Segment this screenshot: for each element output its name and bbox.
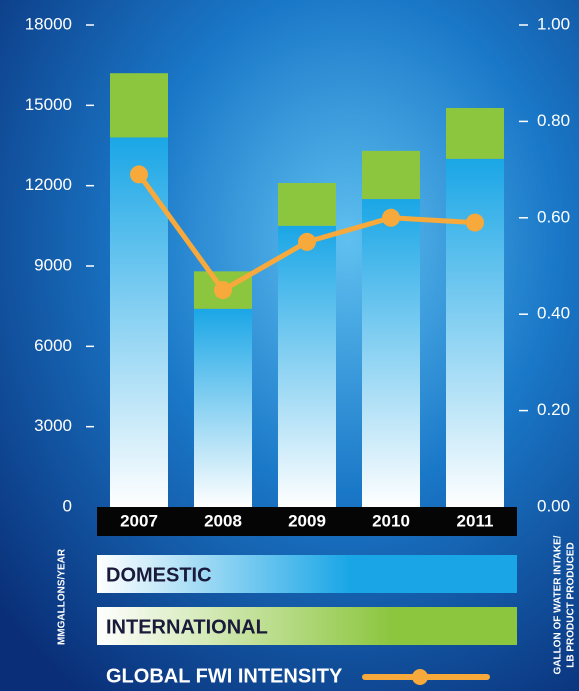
- bar: [194, 308, 252, 507]
- x-tick-label: 2010: [372, 511, 410, 530]
- x-tick-label: 2009: [288, 511, 326, 530]
- y-tick-label: 3000: [34, 416, 72, 435]
- y2-tick-label: 1.00: [537, 14, 570, 33]
- legend-swatch: [97, 607, 517, 645]
- x-tick-label: 2011: [457, 511, 494, 530]
- line-marker: [466, 213, 484, 232]
- x-tick-label: 2007: [120, 511, 158, 530]
- bar: [362, 150, 420, 200]
- bar: [446, 158, 504, 507]
- y-tick-label: 0: [63, 496, 72, 515]
- x-tick-label: 2008: [204, 511, 242, 530]
- y2-tick-label: 0.60: [537, 207, 570, 226]
- line-marker: [382, 208, 400, 227]
- y2-tick-label: 0.00: [537, 496, 570, 515]
- y-tick-label: 12000: [25, 175, 72, 194]
- y2-tick-label: 0.40: [537, 304, 570, 323]
- y-tick-label: 18000: [25, 14, 72, 33]
- bar: [278, 225, 336, 508]
- bar: [362, 199, 420, 508]
- y2-tick-label: 0.80: [537, 111, 570, 130]
- y2-tick-label: 0.20: [537, 400, 570, 419]
- line-marker: [298, 232, 316, 251]
- y-axis-label: MMGALLONS/YEAR: [57, 548, 68, 645]
- y-tick-label: 15000: [25, 95, 72, 114]
- bar: [446, 108, 504, 159]
- category-band: [97, 507, 517, 536]
- line-marker: [130, 165, 148, 184]
- y-tick-label: 9000: [34, 255, 72, 274]
- bar: [110, 137, 168, 507]
- y2-axis-label: GALLON OF WATER INTAKE/: [553, 535, 564, 674]
- legend-label: INTERNATIONAL: [106, 616, 268, 638]
- bar: [110, 73, 168, 138]
- legend-label: GLOBAL FWI INTENSITY: [106, 665, 343, 687]
- legend-marker: [412, 669, 428, 685]
- y2-axis-label: LB PRODUCT PRODUCED: [566, 542, 577, 668]
- line-marker: [214, 281, 232, 300]
- legend-swatch: [97, 555, 517, 593]
- y-tick-label: 6000: [34, 336, 72, 355]
- bar: [278, 182, 336, 226]
- legend-label: DOMESTIC: [106, 564, 212, 586]
